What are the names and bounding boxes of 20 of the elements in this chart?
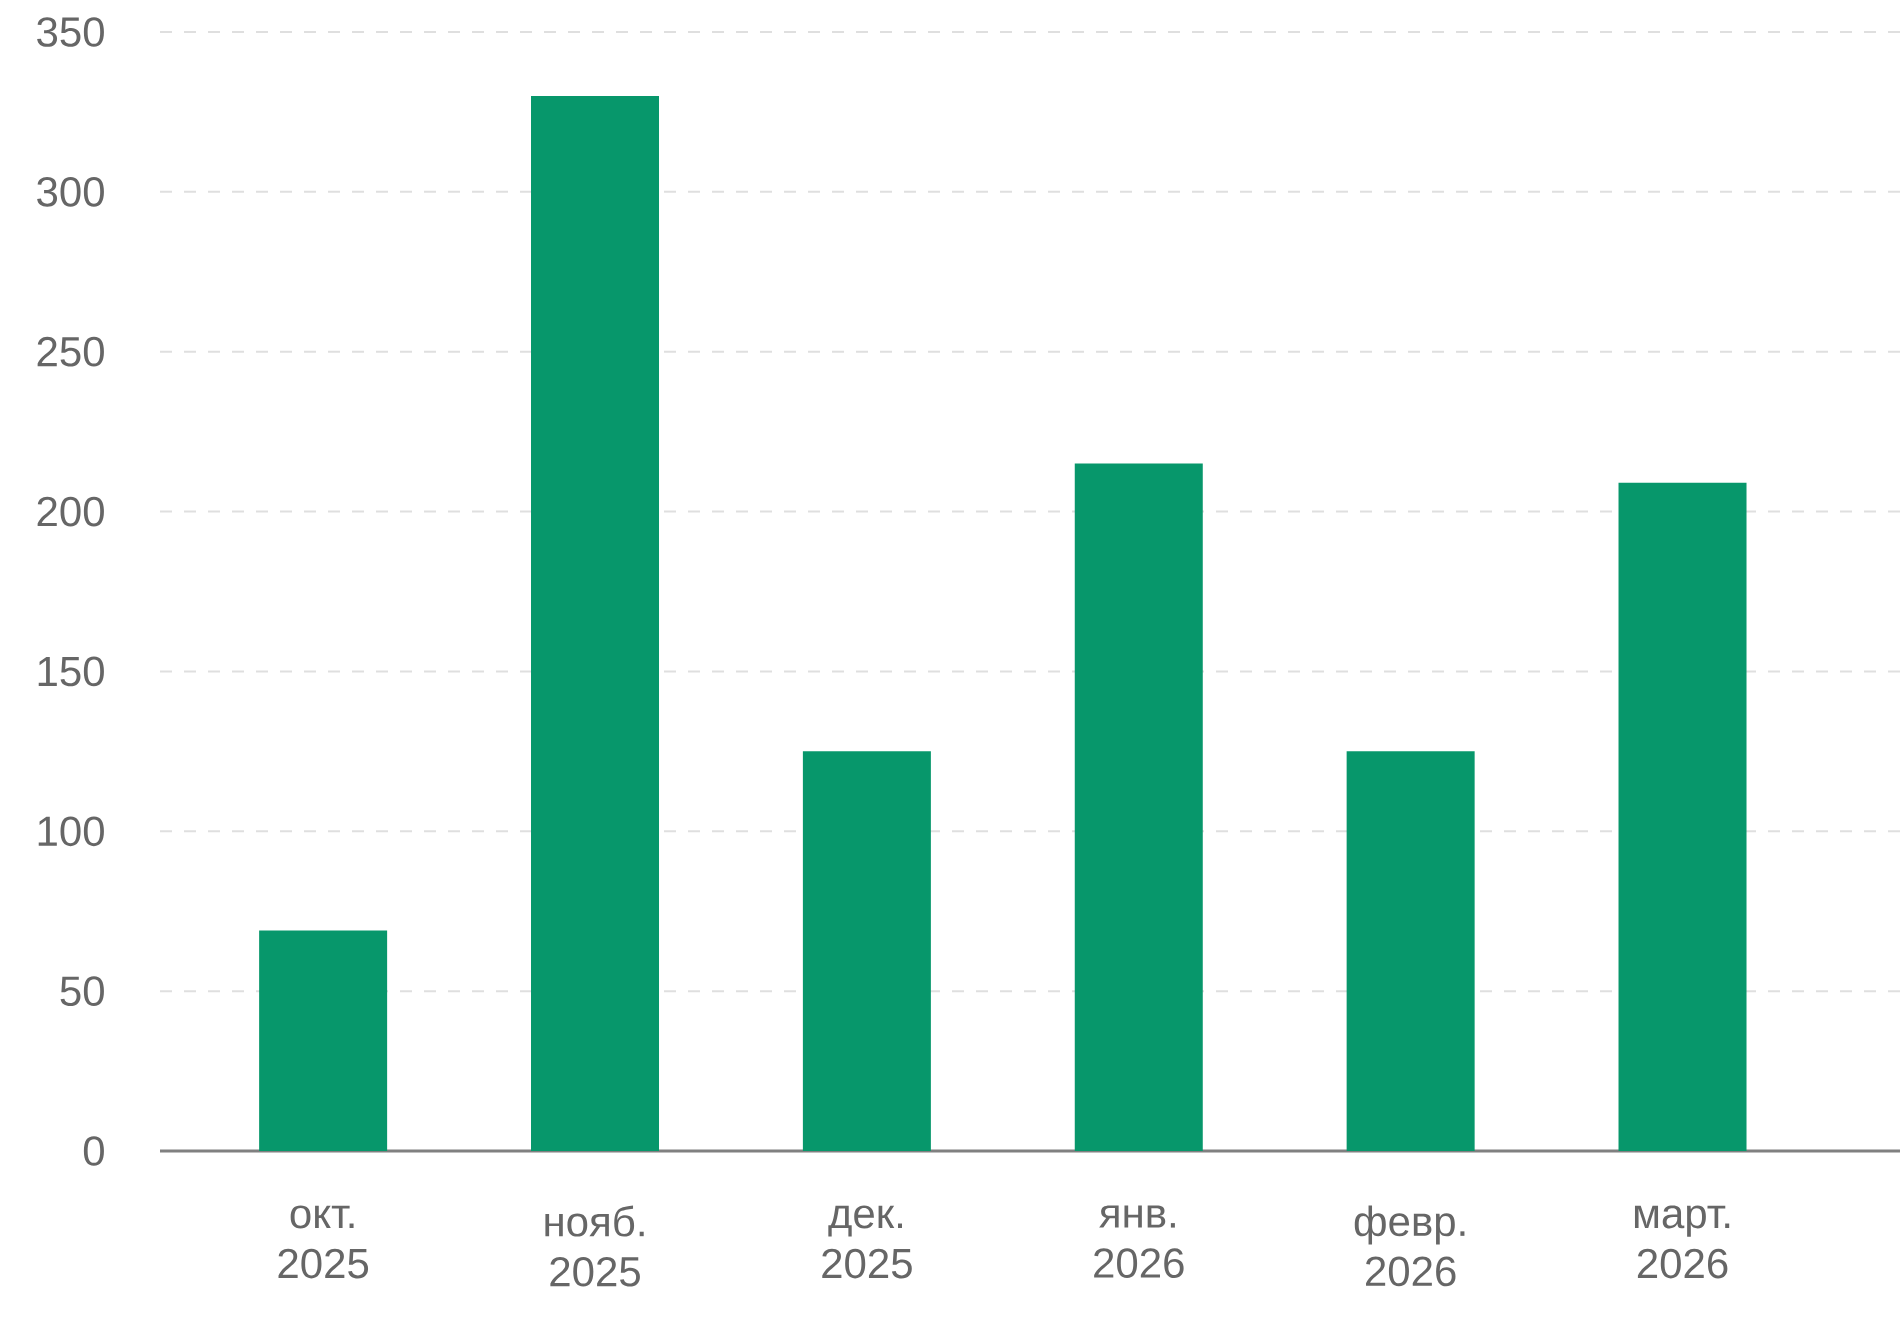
y-tick-label: 300 — [37, 176, 104, 207]
bar — [1618, 482, 1747, 1151]
y-tick-label: 100 — [38, 816, 104, 847]
y-tick-label: 150 — [38, 656, 104, 687]
bar — [259, 930, 388, 1151]
x-tick-label: дек. 2025 — [822, 1205, 912, 1279]
bar — [531, 95, 660, 1151]
bar — [802, 751, 931, 1151]
y-tick-label: 350 — [37, 17, 104, 47]
bar — [1346, 751, 1475, 1151]
y-tick-label: 50 — [60, 976, 104, 1007]
x-tick-label: март. 2026 — [1634, 1205, 1730, 1279]
x-tick-label: янв. 2026 — [1094, 1205, 1184, 1278]
y-tick-label: 250 — [37, 336, 104, 367]
y-tick-label: 200 — [37, 496, 104, 527]
bar — [1074, 463, 1203, 1151]
x-tick-label: февр. 2026 — [1354, 1205, 1465, 1287]
y-tick-label: 0 — [83, 1136, 104, 1166]
x-tick-label: нояб. 2025 — [545, 1205, 644, 1287]
x-tick-label: окт. 2025 — [278, 1205, 369, 1279]
